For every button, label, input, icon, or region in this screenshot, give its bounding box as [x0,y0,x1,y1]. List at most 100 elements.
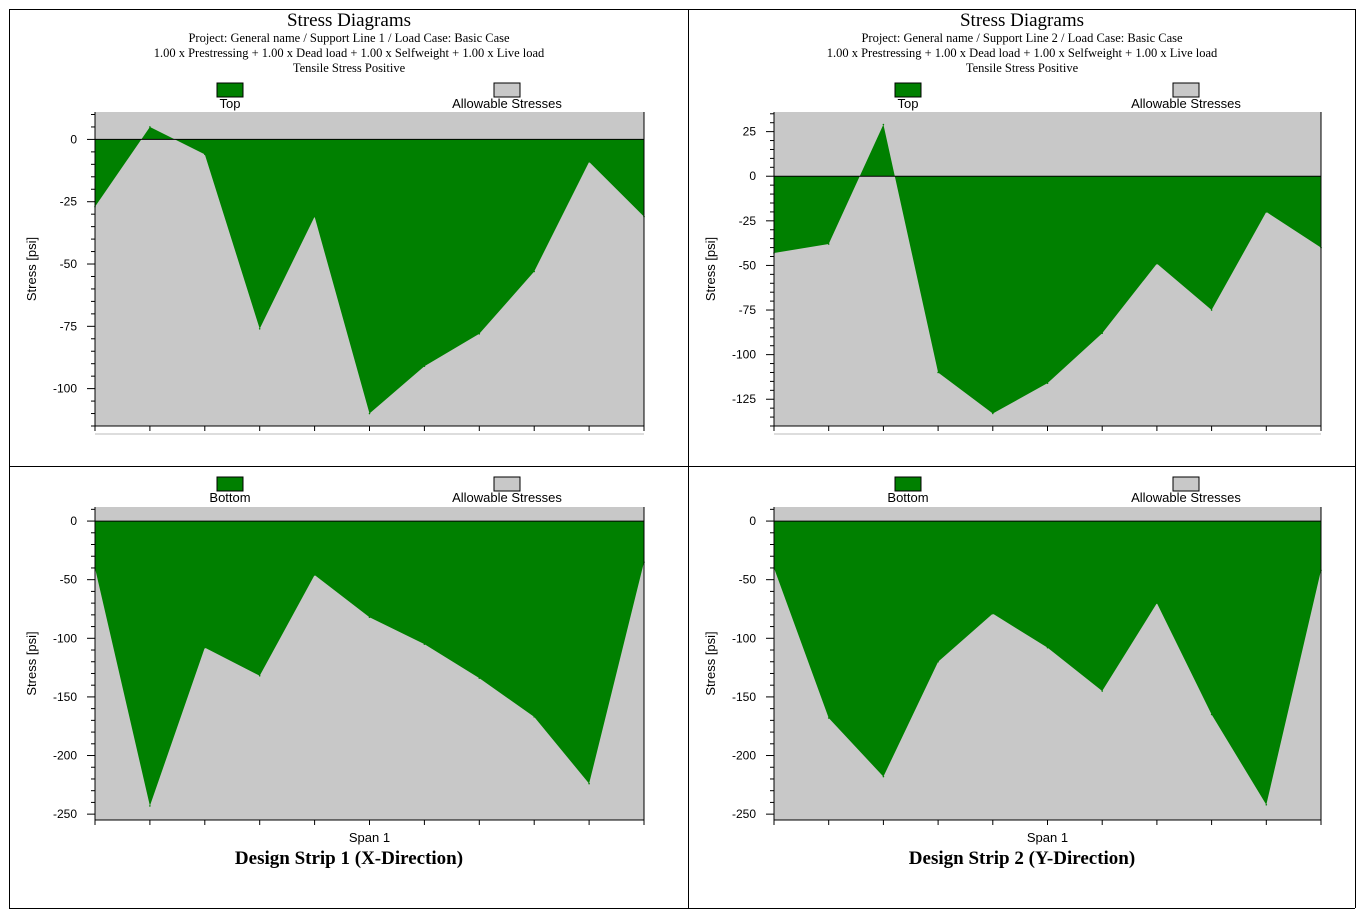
data-point [313,574,316,576]
data-point [149,805,151,807]
y-axis-label: Stress [psi] [24,631,39,695]
caption-design-strip-1: Design Strip 1 (X-Direction) [234,848,464,869]
data-point [1265,803,1268,806]
legend-swatch-stress [894,476,922,492]
chart-top-strip-1: Top Allowable Stresses 0 -25 -50 -75 -100 Stres… [24,82,645,435]
chart-subtitle-sign-convention: Tensile Stress Positive [965,61,1079,75]
data-point [827,243,830,245]
data-point [204,153,206,156]
legend: Bottom Allowable Stresses [209,476,562,505]
y-tick-label: 0 [70,132,77,146]
data-point [827,717,830,719]
header-left: Stress Diagrams Project: General name / … [10,11,688,76]
legend-swatch-allowable [493,476,521,492]
header-right: Stress Diagrams Project: General name / … [689,11,1355,76]
legend: Top Allowable Stresses [894,82,1241,111]
y-tick-label: -75 [739,303,757,317]
data-point [588,161,590,163]
y-tick-label: -50 [739,573,757,587]
data-point [1156,602,1158,604]
caption-design-strip-2: Design Strip 2 (Y-Direction) [908,848,1136,869]
legend-label-stress: Bottom [209,490,250,505]
y-tick-label: -50 [739,258,757,272]
legend: Top Allowable Stresses [216,82,562,111]
frame-vertical-divider [688,9,689,908]
y-tick-label: 25 [743,125,757,139]
stress-area-top [95,126,644,414]
frame-right-border [1355,9,1356,908]
y-tick-label: -200 [53,749,77,763]
legend-swatch-stress [894,82,922,98]
data-point [533,270,535,273]
y-tick-label: -200 [732,749,756,763]
y-tick-label: -150 [732,690,756,704]
y-axis-label: Stress [psi] [703,237,718,301]
y-tick-label: -75 [60,319,78,333]
chart-subtitle-project: Project: General name / Support Line 1 /… [188,31,510,45]
data-point [423,643,426,645]
chart-title: Stress Diagrams [959,10,1084,31]
data-point [937,371,939,374]
data-point [204,646,206,649]
y-tick-label: -50 [60,257,78,271]
chart-bottom-strip-1: Bottom Allowable Stresses 0 -50 -100 -150 -200… [24,476,645,845]
x-axis-label: Span 1 [1027,830,1068,845]
y-tick-label: -250 [732,807,756,821]
y-tick-label: 0 [749,514,756,528]
y-tick-label: -150 [53,690,77,704]
data-point [423,365,426,367]
legend-label-allowable: Allowable Stresses [452,490,562,505]
chart-subtitle-load-combination: 1.00 x Prestressing + 1.00 x Dead load +… [826,46,1218,60]
y-tick-label: 0 [70,514,77,528]
data-point [368,616,371,618]
data-point [992,612,994,615]
chart-top-strip-2: Top Allowable Stresses 25 0 -25 -50 -75 -100 -12… [703,82,1322,435]
frame-left-border [9,9,10,908]
y-tick-label: -100 [53,631,77,645]
y-tick-label: -100 [53,382,77,396]
data-point [937,660,939,663]
legend-label-allowable: Allowable Stresses [1131,490,1241,505]
data-point [882,123,885,126]
data-point [533,716,535,718]
y-axis-label: Stress [psi] [703,631,718,695]
frame-top-border [9,9,1355,10]
legend-swatch-stress [216,82,244,98]
data-point [258,675,261,677]
chart-title: Stress Diagrams [286,10,411,31]
data-point [882,775,885,778]
legend-label-allowable: Allowable Stresses [452,96,562,111]
stress-area-bottom [95,521,644,806]
stress-area-bottom [774,521,1321,805]
legend-swatch-allowable [1172,82,1200,98]
chart-bottom-strip-2: Bottom Allowable Stresses 0 -50 -100 -150 -200… [703,476,1322,845]
data-point [1210,309,1213,311]
data-point [258,328,261,330]
frame-horizontal-divider [9,466,1355,467]
chart-subtitle-load-combination: 1.00 x Prestressing + 1.00 x Dead load +… [153,46,545,60]
legend-swatch-allowable [1172,476,1200,492]
y-tick-label: -250 [53,807,77,821]
y-tick-label: -100 [732,348,756,362]
stress-area-top [774,124,1321,414]
chart-subtitle-sign-convention: Tensile Stress Positive [292,61,406,75]
legend-label-stress: Bottom [887,490,928,505]
y-tick-label: -25 [739,214,757,228]
y-axis-label: Stress [psi] [24,237,39,301]
legend-label-stress: Top [898,96,919,111]
data-point [1046,646,1049,649]
legend-label-allowable: Allowable Stresses [1131,96,1241,111]
data-point [1046,382,1049,384]
data-point [1101,690,1103,692]
y-tick-label: -100 [732,631,756,645]
data-point [1210,713,1213,716]
data-point [1156,262,1158,265]
legend: Bottom Allowable Stresses [887,476,1241,505]
x-axis-label: Span 1 [349,830,390,845]
data-point [313,215,316,218]
data-point [1101,332,1103,335]
data-point [478,677,481,679]
data-point [992,412,994,415]
y-tick-label: -50 [60,573,78,587]
chart-subtitle-project: Project: General name / Support Line 2 /… [861,31,1183,45]
